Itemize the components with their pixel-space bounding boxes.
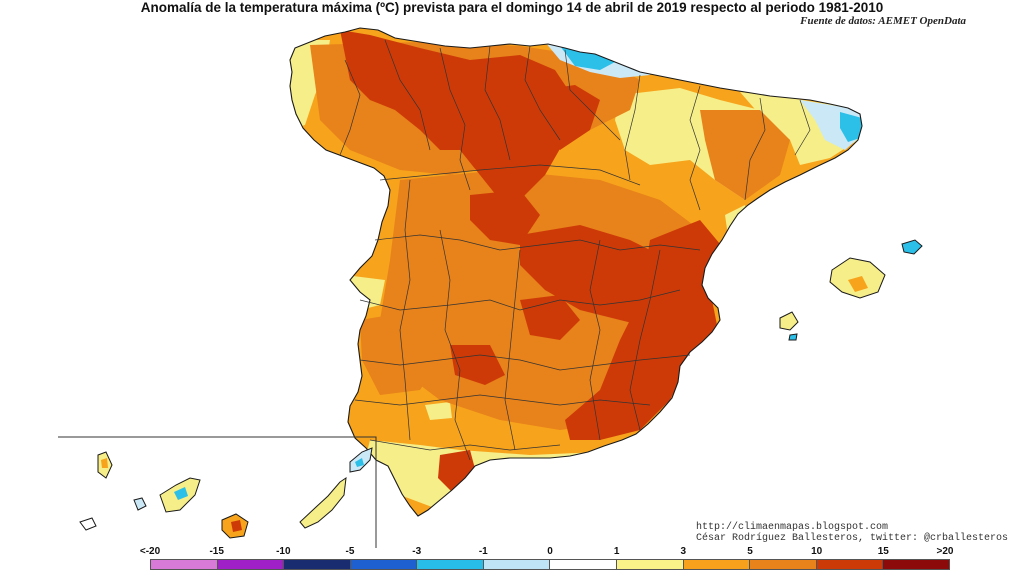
orange-zone-catalonia <box>700 110 790 200</box>
legend-swatch <box>883 560 949 569</box>
island-la-gomera <box>133 497 147 511</box>
legend-swatch <box>350 560 418 569</box>
legend-swatch <box>217 560 285 569</box>
blue-zone-basque <box>560 46 615 70</box>
legend-label: <-20 <box>139 546 161 557</box>
legend-swatch <box>816 560 884 569</box>
legend-label: 5 <box>747 546 753 557</box>
island-mallorca-warm <box>848 276 868 292</box>
legend-label: -3 <box>412 546 422 557</box>
orange-zone-extremadura <box>360 310 440 395</box>
red-zone-east <box>565 220 725 440</box>
island-el-hierro <box>79 517 97 531</box>
red-zone-madrid <box>470 190 540 245</box>
red-zone-cordoba <box>450 345 505 385</box>
red-zone-soria <box>540 85 600 150</box>
legend-swatch <box>417 560 484 569</box>
legend-color-bar <box>150 559 950 570</box>
legend-label: 1 <box>613 546 620 557</box>
legend-label: -5 <box>345 546 355 557</box>
legend-swatch <box>550 560 618 569</box>
credit-url: http://climaenmapas.blogspot.com <box>696 522 889 533</box>
legend-label: 15 <box>877 546 889 557</box>
island-tenerife-cool <box>174 487 188 500</box>
island-gran-canaria-hot <box>231 520 242 532</box>
legend-label: 0 <box>547 546 553 557</box>
canary-inset-frame <box>58 436 377 548</box>
legend-swatch <box>750 560 817 569</box>
yellow-zone-sevilla <box>425 402 452 420</box>
data-source: Fuente de datos: AEMET OpenData <box>800 15 966 27</box>
legend-label: >20 <box>936 546 954 557</box>
legend-label: -15 <box>209 546 224 557</box>
legend-label: -10 <box>276 546 291 557</box>
legend-swatch <box>683 560 751 569</box>
island-ibiza <box>779 311 799 331</box>
map-title: Anomalía de la temperatura máxima (ºC) p… <box>140 0 884 15</box>
legend-labels: <-20 -15 -10 -5 -3 -1 0 1 3 5 10 15 >20 <box>0 546 1024 558</box>
blue-zone-girona <box>840 112 862 142</box>
province-borders <box>339 39 811 461</box>
legend-swatch <box>284 560 351 569</box>
island-lanzarote-cool <box>355 458 364 467</box>
red-zone-castilla-leon <box>340 30 575 200</box>
island-fuerteventura <box>299 476 347 529</box>
legend-swatch <box>151 560 218 569</box>
island-formentera <box>788 333 798 341</box>
peninsula-coastline <box>289 27 863 517</box>
legend-label: 10 <box>811 546 823 557</box>
island-la-palma-warm <box>101 458 108 468</box>
credit-author: César Rodríguez Ballesteros, twitter: @c… <box>696 533 1009 544</box>
legend-label: -1 <box>478 546 488 557</box>
legend-label: 3 <box>680 546 687 557</box>
legend-swatch <box>483 560 551 569</box>
island-menorca <box>901 239 923 255</box>
legend-swatch <box>617 560 684 569</box>
